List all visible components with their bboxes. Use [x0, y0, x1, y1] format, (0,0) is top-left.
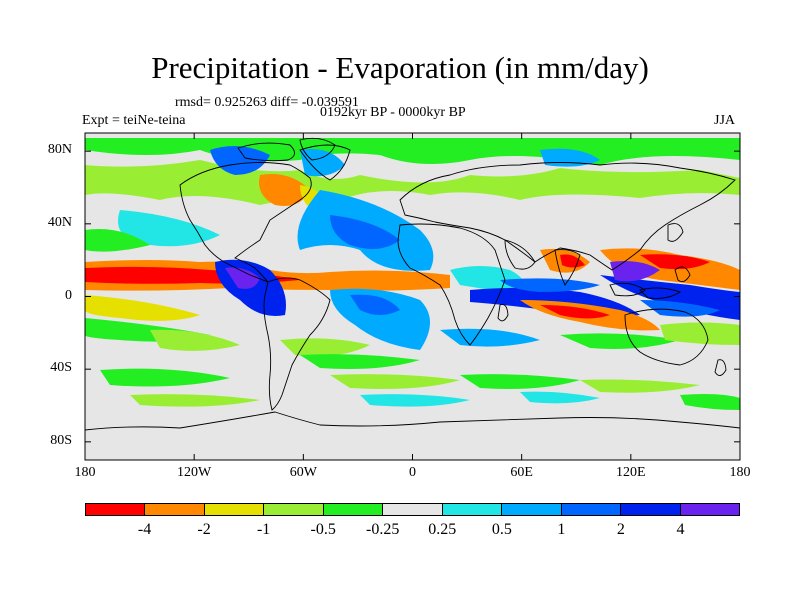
colorbar-level-label: 1 [557, 521, 566, 538]
colorbar [85, 503, 740, 516]
time-period-label: 0192kyr BP - 0000kyr BP [320, 105, 466, 120]
colorbar-swatch [264, 504, 324, 515]
colorbar-swatch [561, 504, 622, 515]
colorbar-level-label: -2 [197, 521, 211, 538]
colorbar-level-label: 0.5 [491, 521, 512, 538]
lat-tick-label: 40N [47, 214, 72, 230]
colorbar-level-label: -4 [137, 521, 152, 538]
colorbar-swatch [621, 504, 681, 515]
lon-tick-label: 180 [729, 465, 751, 480]
colorbar-level-label: -0.25 [366, 521, 400, 538]
lat-tick-label: 0 [65, 287, 72, 303]
colorbar-swatch [86, 504, 146, 515]
axis-ticks [84, 133, 741, 460]
colorbar-level-label: 0.25 [428, 521, 457, 538]
lat-tick-label: 80S [50, 432, 72, 448]
lon-tick-label: 60W [289, 465, 317, 480]
coastlines [85, 137, 740, 460]
lon-tick-label: 60E [510, 465, 533, 480]
colorbar-swatch [145, 504, 205, 515]
lon-tick-label: 0 [409, 465, 416, 480]
lon-tick-label: 120W [177, 465, 212, 480]
colorbar-level-label: -0.5 [310, 521, 336, 538]
colorbar-swatch [323, 504, 384, 515]
rmsd-diff-stats: rmsd= 0.925263 diff= -0.039591 [175, 95, 359, 110]
experiment-label: Expt = teiNe-teina [82, 113, 186, 128]
lon-tick-label: 180 [74, 465, 96, 480]
colorbar-level-label: 2 [616, 521, 625, 538]
colorbar-swatch [442, 504, 503, 515]
lon-tick-label: 120E [616, 465, 646, 480]
lat-tick-label: 80N [47, 142, 72, 158]
colorbar-swatch [680, 504, 739, 515]
plot-title: Precipitation - Evaporation (in mm/day) [151, 50, 649, 85]
colorbar-level-label: -1 [256, 521, 271, 538]
colorbar-level-label: 4 [676, 521, 685, 538]
colorbar-swatch [502, 504, 562, 515]
lat-tick-label: 40S [50, 360, 72, 376]
colorbar-swatch [383, 504, 443, 515]
colorbar-swatch [204, 504, 265, 515]
season-label: JJA [714, 113, 736, 128]
